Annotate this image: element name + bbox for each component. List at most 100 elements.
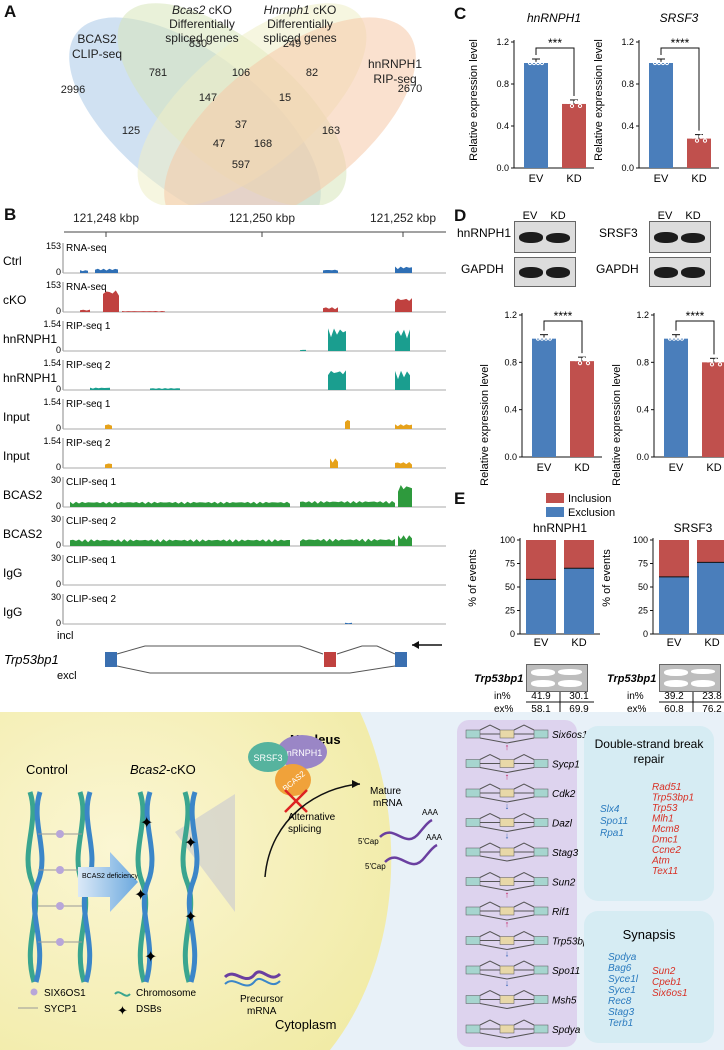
panel-d: EV KD EV KD hnRNPH1 GAPDH SRSF3 GAPDH Re… xyxy=(454,205,724,490)
venn-count: 781 xyxy=(149,67,167,79)
exon-box xyxy=(533,936,549,945)
splice-arc xyxy=(479,901,501,908)
gene-name: Spdya xyxy=(552,1025,581,1036)
gel-gene-label: Trp53bp1 xyxy=(607,673,656,685)
bar-kd xyxy=(570,361,594,457)
y-tick-label: 0.4 xyxy=(621,121,634,131)
data-point xyxy=(667,336,673,341)
dsb-star: ✦ xyxy=(140,815,153,832)
gel-band xyxy=(531,669,555,676)
bcas2-protein xyxy=(275,764,311,796)
track-signal xyxy=(395,329,410,351)
venn-label-hnrnph1-cko-1: Hnrnph1 cKO xyxy=(264,3,337,17)
y-tick-label: 0.0 xyxy=(496,163,509,173)
panel-e: Inclusion Exclusion % of events % of eve… xyxy=(454,488,724,713)
hnrnph1-protein xyxy=(277,735,327,769)
exon-box xyxy=(465,936,481,945)
y-tick-label: 0.0 xyxy=(504,452,517,462)
blot-band xyxy=(546,233,570,243)
exon-box xyxy=(499,788,515,798)
venn-label-bcas2-cko-2: Differentially xyxy=(169,17,235,31)
track-signal xyxy=(300,501,395,507)
legend-chromosome: Chromosome xyxy=(136,988,196,999)
track-sample-label: BCAS2 xyxy=(3,488,43,502)
track-name: RNA-seq xyxy=(66,282,107,293)
track-signal xyxy=(122,311,165,312)
venn-label-hnrnph1-cko-2: Differentially xyxy=(267,17,333,31)
splice-arc xyxy=(513,812,535,819)
track-name: RNA-seq xyxy=(66,243,107,254)
srsf3-protein xyxy=(248,742,288,772)
hnrnph1-protein-label: hnRNPH1 xyxy=(282,748,323,758)
y-tick-label: 1.2 xyxy=(504,310,517,320)
synapsis-title: Synapsis xyxy=(623,927,676,942)
panel-label-a: A xyxy=(4,2,17,21)
data-point xyxy=(671,336,677,341)
d-blot-control-1: GAPDH xyxy=(461,262,504,276)
exon-box xyxy=(465,995,481,1004)
bar-ev xyxy=(524,63,548,168)
in-percent: 30.1 xyxy=(569,691,589,702)
gene-name-red: Tex11 xyxy=(652,866,678,877)
data-point xyxy=(535,60,541,66)
gene-name-red: Mlh1 xyxy=(652,814,674,825)
gene-name-blue: Terb1 xyxy=(608,1018,633,1029)
red-cross xyxy=(284,789,308,813)
data-point xyxy=(547,336,553,341)
exon-box xyxy=(465,1024,481,1034)
track-ymax: 1.54 xyxy=(43,358,61,368)
exon-alternative xyxy=(324,652,336,667)
data-point xyxy=(679,336,685,341)
exon-box xyxy=(499,818,515,827)
deficiency-arrow xyxy=(78,852,138,912)
bar-kd xyxy=(687,138,711,168)
gel-band xyxy=(664,680,688,687)
track-zero: 0 xyxy=(56,423,61,433)
track-sample-label: Input xyxy=(3,410,30,424)
gene-list-box xyxy=(457,720,577,1047)
track-row: hnRNPH1 1.54 0 RIP-seq 2 xyxy=(3,358,446,394)
splice-arc xyxy=(479,753,501,760)
track-zero: 0 xyxy=(56,267,61,277)
significance-stars: **** xyxy=(671,36,690,50)
e-chart-srsf3: SRSF3 0 25 50 75 100 EV 39.2 60.8 KD 23.8 76.2 Trp53… xyxy=(607,521,724,713)
deficiency-label: BCAS2 deficiency xyxy=(82,873,139,880)
track-signal xyxy=(103,290,119,312)
gel-band xyxy=(664,669,688,676)
data-point xyxy=(539,336,545,341)
splice-arc xyxy=(479,724,501,731)
ex-label: ex% xyxy=(494,704,514,713)
exon-box xyxy=(465,965,481,975)
skip-arc xyxy=(479,796,535,803)
y-tick-label: 25 xyxy=(638,606,648,616)
exon-box xyxy=(533,847,549,857)
splice-arc xyxy=(479,1019,501,1026)
gene-name-blue: Slx4 xyxy=(600,804,620,815)
venn-label-bcas2-cko-gene: Bcas2 xyxy=(172,3,206,17)
data-point xyxy=(717,362,723,367)
exon-box xyxy=(465,906,481,916)
excl-label: excl xyxy=(57,670,77,682)
alt-splicing-2: splicing xyxy=(288,824,321,835)
in-percent: 39.2 xyxy=(664,691,684,702)
track-rows: Ctrl 153 0 RNA-seq cKO 153 0 RNA-seq hnRNPH1 1.54… xyxy=(3,241,446,628)
track-row: BCAS2 30 0 CLIP-seq 1 xyxy=(3,475,446,511)
d-blot-kd: KD xyxy=(550,210,565,222)
six6os1-dot xyxy=(56,866,64,874)
exon-box xyxy=(465,818,481,827)
track-ymax: 30 xyxy=(51,514,61,524)
venn-count: 125 xyxy=(122,125,140,137)
track-ymax: 30 xyxy=(51,475,61,485)
gene-name-red: Dmc1 xyxy=(652,835,678,846)
exon-box xyxy=(533,995,549,1004)
track-sample-label: IgG xyxy=(3,605,22,619)
data-point xyxy=(660,60,666,66)
exon-box xyxy=(533,965,549,975)
data-point xyxy=(694,138,700,143)
data-point xyxy=(713,358,719,363)
x-tick-label: EV xyxy=(667,637,682,649)
gene-name-blue: Spdya xyxy=(608,952,637,963)
in-percent: 41.9 xyxy=(531,691,551,702)
cko-label: Bcas2-cKO xyxy=(130,762,196,777)
venn-label-bcas2-cko-3: spliced genes xyxy=(165,31,238,45)
